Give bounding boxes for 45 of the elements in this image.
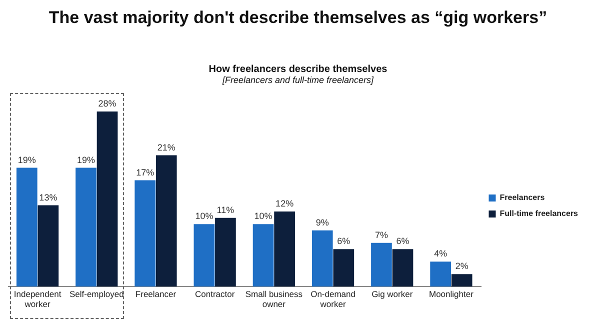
text: [Freelancers and full-time freelancers] (221, 75, 375, 85)
bar (252, 224, 274, 287)
bar (430, 262, 451, 287)
data-label: 11% (216, 204, 234, 215)
x-tick-label: Gig worker (372, 289, 413, 300)
data-label: 9% (316, 217, 329, 228)
chart-title: The vast majority don't describe themselves as “gig workers” (48, 8, 548, 28)
data-label: 6% (396, 236, 410, 246)
x-tick-label: Freelancer (135, 289, 176, 300)
bar (312, 230, 333, 287)
bar (96, 112, 118, 287)
data-label: 19% (76, 154, 96, 165)
x-tick-label: Independent worker (14, 289, 62, 310)
data-label: 10% (195, 211, 214, 222)
data-label: 17% (136, 167, 154, 178)
bar (371, 242, 392, 287)
data-label: 19% (18, 154, 36, 165)
data-label: 10% (254, 211, 272, 222)
x-tick-label: Small business owner (245, 289, 303, 310)
data-label: 13% (39, 192, 58, 202)
bar (451, 274, 472, 287)
bar (38, 205, 59, 287)
bar (392, 249, 414, 287)
chart-subtitle: How freelancers describe themselves (208, 64, 388, 75)
data-label: 7% (374, 230, 388, 240)
x-tick-label: On-demand worker (310, 289, 356, 310)
data-label: 4% (434, 248, 448, 259)
data-label: 28% (98, 98, 116, 108)
data-label: 21% (157, 142, 176, 152)
legend-label: Full-time freelancers (500, 209, 579, 218)
data-label: 2% (455, 261, 468, 272)
x-tick-label: Self-employed (69, 289, 124, 300)
legend-label: Freelancers (500, 193, 546, 202)
data-label: 6% (337, 236, 350, 246)
bar (76, 168, 96, 287)
bar (215, 218, 236, 287)
x-tick-label: Contractor (194, 289, 235, 300)
bar (274, 212, 295, 287)
bar (333, 249, 354, 287)
bar (194, 224, 215, 287)
data-label: 12% (276, 198, 294, 209)
x-tick-label: Moonlighter (428, 289, 474, 300)
bar (16, 168, 38, 287)
bar (134, 180, 156, 287)
bar (156, 155, 177, 287)
